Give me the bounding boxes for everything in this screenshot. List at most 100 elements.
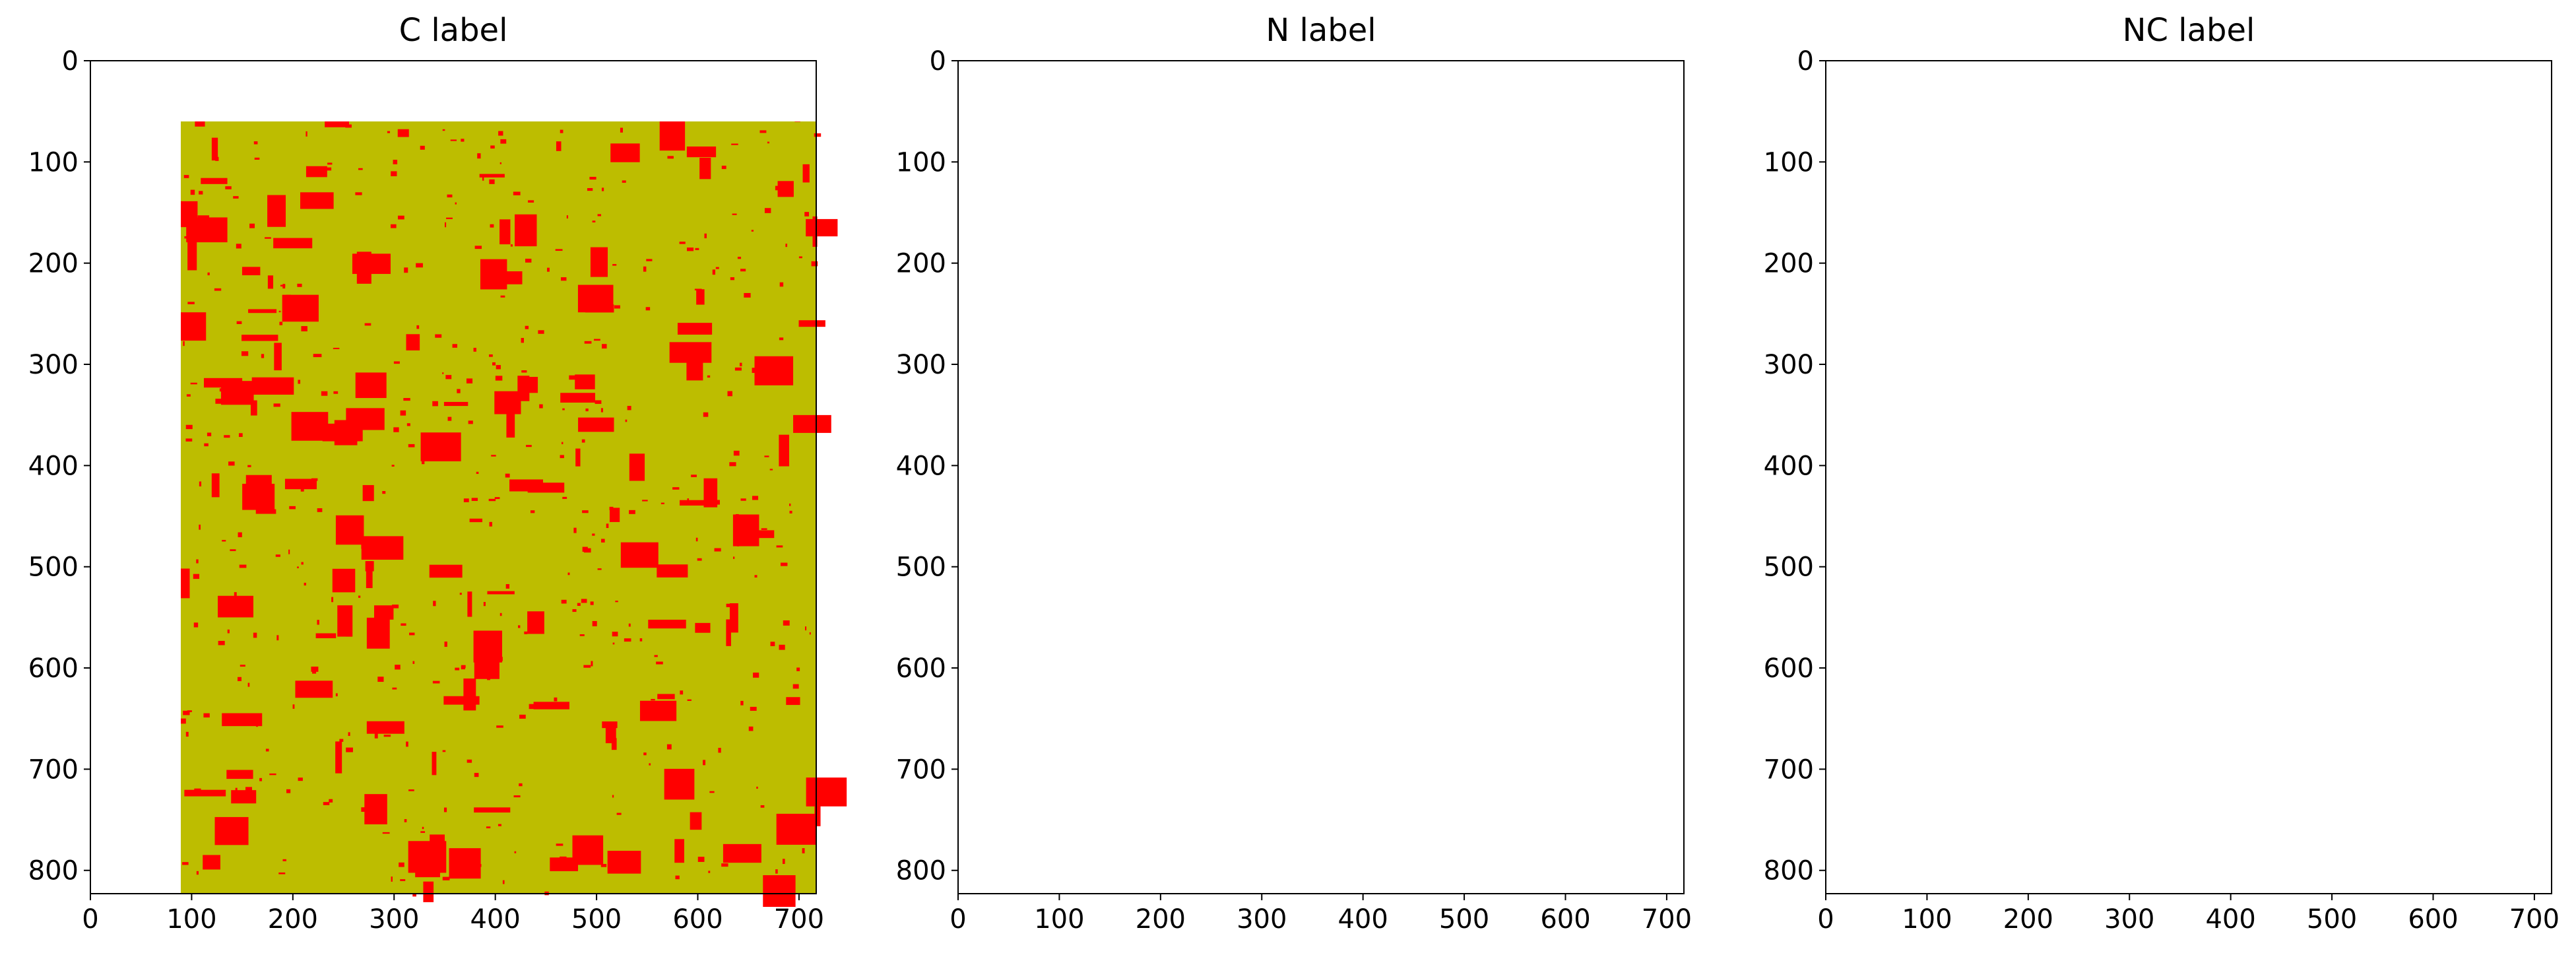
raster-speckle: [1840, 781, 1842, 787]
raster-speckle: [2150, 308, 2152, 314]
raster-patch: [1393, 851, 1426, 873]
raster-speckle: [1390, 213, 1392, 216]
raster-speckle: [1572, 215, 1575, 218]
raster-patch: [1014, 290, 1058, 308]
raster-speckle: [2415, 69, 2420, 72]
raster-patch: [2120, 405, 2220, 494]
raster-speckle-red: [562, 496, 567, 499]
raster-speckle: [1301, 264, 1304, 270]
raster-speckle-red: [782, 859, 785, 864]
raster-speckle: [2268, 207, 2274, 211]
raster-speckle-red: [236, 244, 242, 249]
raster-speckle: [2350, 608, 2353, 611]
raster-speckle: [2422, 124, 2424, 126]
raster-speckle: [1638, 471, 1645, 473]
raster-speckle: [1410, 616, 1417, 617]
raster-speckle: [1312, 133, 1314, 137]
raster-speckle-red: [577, 603, 581, 606]
raster-speckle-red: [687, 248, 694, 251]
raster-speckle-red: [637, 88, 643, 90]
raster-speckle: [2270, 75, 2277, 76]
raster-speckle: [998, 104, 1002, 106]
raster-speckle: [1991, 146, 1993, 150]
raster-patch: [2522, 553, 2567, 579]
raster-speckle: [1508, 688, 1512, 691]
raster-patch: [2206, 748, 2238, 784]
raster-speckle: [2495, 298, 2497, 304]
raster-speckle: [1048, 138, 1050, 144]
raster-patch: [2249, 612, 2286, 615]
raster-patch: [2102, 446, 2142, 481]
raster-patch: [1883, 117, 1919, 160]
raster-patch: [2445, 586, 2486, 605]
raster-speckle: [1663, 210, 1669, 213]
raster-speckle-red: [172, 694, 177, 696]
raster-speckle-red: [205, 92, 210, 96]
raster-patch: [1578, 586, 1616, 618]
raster-speckle: [2144, 876, 2150, 883]
raster-speckle: [2164, 390, 2169, 393]
raster-patch: [1487, 125, 1577, 203]
raster-speckle: [1656, 785, 1658, 787]
raster-speckle: [1896, 215, 1898, 216]
raster-speckle: [2466, 349, 2473, 354]
x-tick-label: 600: [1540, 904, 1590, 935]
raster-speckle: [1483, 251, 1489, 255]
raster-patch: [1927, 257, 1939, 294]
raster-speckle: [1303, 199, 1309, 202]
raster-speckle: [1941, 523, 1943, 525]
raster-speckle: [2546, 403, 2551, 407]
raster-speckle: [2389, 594, 2395, 600]
raster-speckle: [2378, 406, 2381, 411]
raster-speckle: [2390, 834, 2398, 838]
raster-speckle-red: [547, 267, 550, 272]
raster-patch-red: [438, 73, 466, 96]
raster-patch: [2367, 87, 2412, 195]
raster-speckle: [2228, 343, 2232, 347]
raster-speckle: [1943, 628, 1945, 631]
raster-speckle: [1650, 744, 1656, 748]
raster-speckle: [1929, 195, 1935, 202]
raster-speckle: [1226, 520, 1230, 525]
raster-speckle: [1157, 413, 1162, 417]
raster-speckle: [979, 76, 982, 78]
raster-patch-red: [2417, 73, 2428, 100]
raster-patch: [2004, 776, 2051, 865]
raster-speckle: [2160, 555, 2165, 559]
raster-speckle: [1967, 518, 1973, 519]
raster-speckle: [1465, 362, 1470, 368]
raster-speckle: [2188, 108, 2195, 112]
raster-speckle: [1921, 663, 1925, 668]
raster-speckle: [2203, 846, 2204, 852]
raster-speckle: [1876, 75, 1879, 79]
raster-patch: [2049, 443, 2073, 502]
raster-speckle: [2418, 335, 2426, 339]
raster-speckle: [1355, 315, 1361, 321]
raster-speckle: [1513, 376, 1516, 381]
raster-patch: [2414, 330, 2446, 348]
raster-patch: [1890, 695, 1910, 735]
raster-patch: [1631, 479, 1666, 574]
raster-speckle: [1350, 213, 1352, 218]
x-tick-label: 300: [1237, 904, 1287, 935]
raster-speckle: [2045, 581, 2047, 584]
raster-patch: [1312, 122, 1465, 142]
raster-speckle: [1335, 429, 1341, 430]
raster-speckle-red: [500, 295, 505, 298]
raster-speckle: [2016, 453, 2017, 456]
raster-patch: [1935, 543, 1943, 546]
raster-speckle: [2272, 834, 2279, 840]
raster-speckle: [1226, 768, 1228, 772]
raster-speckle: [1403, 251, 1408, 253]
raster-speckle: [2318, 358, 2320, 363]
panel-title: N label: [1266, 12, 1376, 49]
raster-speckle: [2449, 362, 2453, 364]
raster-speckle: [2408, 448, 2416, 453]
raster-speckle: [1230, 482, 1232, 486]
raster-patch: [2151, 328, 2197, 346]
raster-speckle: [1831, 560, 1835, 562]
raster-patch: [2309, 574, 2319, 578]
raster-speckle: [1062, 470, 1064, 475]
raster-speckle: [1190, 662, 1195, 667]
raster-speckle: [1850, 574, 1853, 580]
